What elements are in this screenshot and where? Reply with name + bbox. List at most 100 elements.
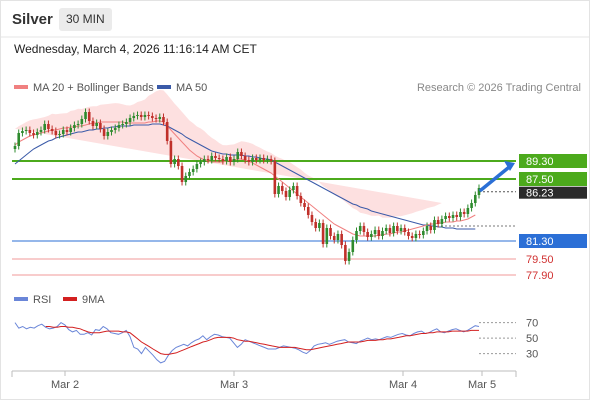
legend-ma20-label: MA 20 + Bollinger Bands xyxy=(33,82,154,94)
candle xyxy=(303,199,306,211)
x-axis-ticks: Mar 2 Mar 3 Mar 4 Mar 5 xyxy=(51,371,496,391)
candle xyxy=(384,224,388,235)
candle xyxy=(451,211,455,222)
candle xyxy=(362,222,366,236)
candle xyxy=(377,226,381,240)
candle xyxy=(444,212,447,223)
projection-arrow xyxy=(479,166,510,192)
candle xyxy=(169,137,173,168)
candle xyxy=(147,111,150,120)
candle xyxy=(195,160,199,173)
timestamp: Wednesday, March 4, 2026 11:16:14 AM CET xyxy=(14,42,257,56)
candle xyxy=(35,128,39,139)
candle xyxy=(422,227,425,239)
candle xyxy=(396,222,399,235)
candle xyxy=(214,152,217,162)
candle xyxy=(310,211,314,226)
level-label-box-2 xyxy=(519,234,587,248)
candle xyxy=(329,224,332,240)
level-label-overlay: 87.50 xyxy=(526,174,554,186)
candle xyxy=(177,155,180,170)
candle xyxy=(399,224,403,235)
x-tick-label: Mar 4 xyxy=(389,379,417,391)
candle xyxy=(269,155,273,165)
candle xyxy=(295,182,299,200)
bollinger-band-area xyxy=(15,90,442,218)
candle xyxy=(280,182,284,195)
candle xyxy=(358,222,362,235)
candle xyxy=(448,212,451,222)
candle xyxy=(336,230,340,244)
candle xyxy=(299,192,303,207)
candle xyxy=(110,126,113,136)
candle xyxy=(80,115,84,128)
candle xyxy=(228,153,232,166)
candle xyxy=(425,222,429,235)
candle xyxy=(436,216,440,228)
candle xyxy=(433,216,436,234)
candle xyxy=(203,155,206,166)
candle xyxy=(24,126,28,135)
candle xyxy=(277,182,280,198)
bollinger-band xyxy=(15,90,442,218)
level-label-box-0 xyxy=(519,154,587,168)
candle xyxy=(258,154,262,164)
candle xyxy=(403,224,407,236)
candle xyxy=(236,148,240,163)
candle xyxy=(243,152,247,164)
candle xyxy=(325,224,329,248)
candle xyxy=(47,120,50,133)
candle xyxy=(58,130,61,139)
candles xyxy=(13,108,481,265)
candle xyxy=(429,222,433,234)
candle xyxy=(106,128,110,140)
candle xyxy=(340,230,343,249)
x-tick-label: Mar 2 xyxy=(51,379,79,391)
candle xyxy=(440,215,444,228)
candle xyxy=(370,230,373,241)
rsi-tick-label: 30 xyxy=(526,349,538,361)
projection-arrowhead xyxy=(504,161,515,171)
candle xyxy=(188,168,191,180)
candle xyxy=(84,108,87,123)
candle xyxy=(17,129,21,150)
rsi-ma9-line xyxy=(45,326,479,355)
candle xyxy=(210,152,214,164)
candle xyxy=(466,204,470,218)
candle xyxy=(418,230,421,239)
candle xyxy=(50,125,54,135)
candle xyxy=(407,228,410,240)
candle xyxy=(69,124,72,136)
candle xyxy=(217,154,221,163)
level-label-2: 81.30 xyxy=(526,236,554,248)
chart-header: Silver 30 MIN xyxy=(1,1,589,37)
price-levels xyxy=(12,160,516,276)
candle xyxy=(191,165,195,176)
legend-ma50-label: MA 50 xyxy=(176,82,207,94)
level-label-4: 77.90 xyxy=(526,270,554,282)
timeframe-badge[interactable]: 30 MIN xyxy=(59,8,112,31)
candle xyxy=(321,219,325,248)
rsi-tick-label: 70 xyxy=(526,318,538,330)
candle xyxy=(477,184,481,199)
candle xyxy=(125,118,128,128)
candle xyxy=(199,158,202,168)
candle xyxy=(102,125,106,140)
candle xyxy=(462,208,466,218)
candle xyxy=(288,186,291,201)
legend-swatch-rsi xyxy=(14,297,28,301)
candle xyxy=(158,113,162,123)
projection xyxy=(479,161,515,192)
x-tick-label: Mar 3 xyxy=(220,379,248,391)
candle xyxy=(65,126,69,136)
candle xyxy=(392,222,395,237)
candle xyxy=(455,211,459,221)
candle xyxy=(91,117,95,130)
candle xyxy=(318,219,321,232)
rsi-line xyxy=(14,321,480,364)
level-label-3: 79.50 xyxy=(526,254,554,266)
candle xyxy=(225,153,228,165)
candle xyxy=(388,224,392,237)
candle xyxy=(139,111,143,121)
